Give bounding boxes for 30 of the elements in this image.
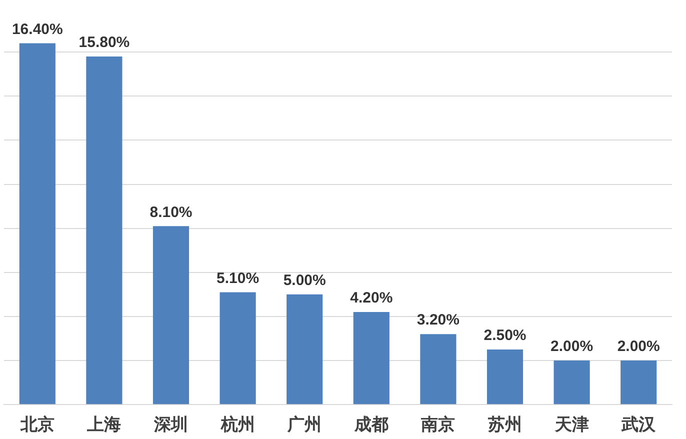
bar [19,43,56,404]
bar [486,350,524,404]
x-tick-label: 南京 [420,415,456,436]
x-tick-label: 深圳 [153,415,188,436]
data-label: 15.80% [78,34,130,52]
data-label: 2.50% [484,327,526,344]
bar [86,56,122,404]
data-label: 3.20% [416,312,460,329]
data-label: 2.00% [617,338,660,356]
x-tick-label: 杭州 [220,415,255,436]
data-label: 8.10% [150,204,192,221]
bar [286,294,323,404]
x-tick-label: 成都 [353,415,388,436]
x-tick-label: 武汉 [620,415,657,436]
bar [620,360,657,404]
data-label: 5.00% [283,272,326,290]
x-tick-label: 广州 [286,415,322,436]
data-label: 5.10% [216,270,260,287]
x-tick-label: 北京 [19,415,54,436]
data-label: 16.40% [12,20,63,38]
data-label: 4.20% [350,290,393,307]
bar [353,312,390,404]
bar [220,292,256,404]
x-tick-label: 苏州 [487,415,522,436]
x-tick-label: 上海 [86,415,122,436]
bar [554,360,590,404]
data-label: 2.00% [550,338,594,356]
x-tick-label: 天津 [554,415,589,436]
bar [152,226,190,404]
bar [420,334,456,404]
